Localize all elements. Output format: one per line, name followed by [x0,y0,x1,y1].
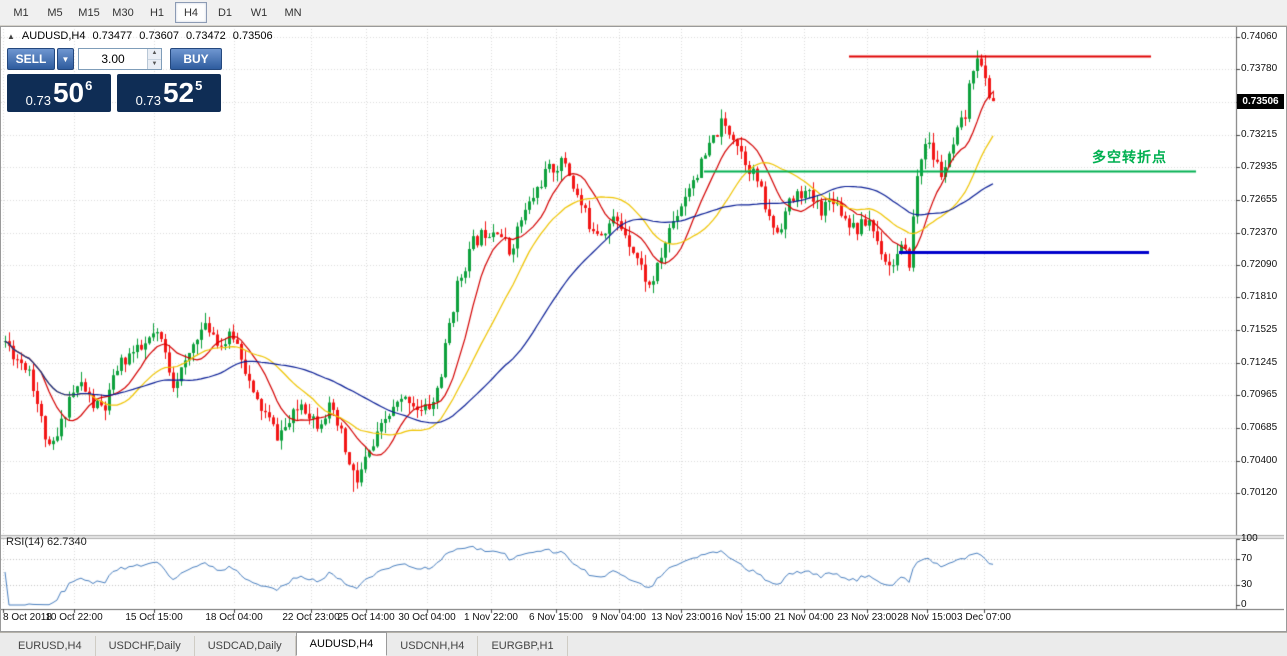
rsi-axis-label: 30 [1241,579,1253,591]
price-axis-label: 0.72370 [1241,226,1278,238]
chart-tab-usdcad-daily[interactable]: USDCAD,Daily [195,636,296,656]
price-axis-label: 0.70400 [1241,454,1278,466]
price-axis-label: 0.72935 [1241,161,1278,173]
timeframe-button-m15[interactable]: M15 [78,6,100,19]
price-axis-label: 0.72090 [1241,258,1278,270]
time-axis-label: 30 Oct 04:00 [398,612,456,623]
timeframe-button-d1[interactable]: D1 [217,6,233,19]
turning-point-label: 多空转折点 [1092,149,1167,165]
volume-field: ▲ ▼ [78,48,162,70]
sell-price-prefix: 0.73 [25,93,51,108]
chart-tab-usdchf-daily[interactable]: USDCHF,Daily [96,636,195,656]
volume-stepper: ▲ ▼ [147,49,161,69]
spin-down-icon[interactable]: ▼ [148,59,161,69]
chart-tab-eurgbp-h1[interactable]: EURGBP,H1 [478,636,568,656]
time-axis-label: 15 Oct 15:00 [125,612,183,623]
time-axis-label: 16 Nov 15:00 [711,612,771,623]
volume-input[interactable] [79,49,147,69]
time-axis-label: 8 Oct 2018 [3,612,52,623]
time-axis-label: 28 Nov 15:00 [897,612,957,623]
price-axis-label: 0.71810 [1241,291,1278,303]
price-axis-label: 0.70965 [1241,389,1278,401]
price-axis-label: 0.70120 [1241,486,1278,498]
buy-price-pip: 5 [195,78,203,93]
rsi-axis-label: 100 [1241,533,1258,544]
time-axis-label: 1 Nov 22:00 [464,612,518,623]
time-axis-label: 25 Oct 14:00 [337,612,395,623]
volume-dropdown-button[interactable]: ▼ [57,48,74,70]
chevron-down-icon: ▼ [61,54,70,64]
time-axis-label: 21 Nov 04:00 [774,612,834,623]
buy-price-panel[interactable]: 0.73 52 5 [117,74,221,112]
buy-price-prefix: 0.73 [135,93,161,108]
price-axis-label: 0.71525 [1241,324,1278,336]
time-axis-label: 9 Nov 04:00 [592,612,646,623]
timeframe-button-w1[interactable]: W1 [250,6,268,19]
ohlc-open: 0.73477 [92,30,133,42]
chart-tabs: EURUSD,H4 USDCHF,Daily USDCAD,Daily AUDUSD,… [0,632,1287,656]
time-axis-label: 10 Oct 22:00 [45,612,103,623]
price-axis-label: 0.71245 [1241,356,1278,368]
timeframe-button-m5[interactable]: M5 [47,6,63,19]
time-axis-label: 23 Nov 23:00 [837,612,897,623]
sell-price-big: 50 [52,77,85,108]
sell-price-panel[interactable]: 0.73 50 6 [7,74,111,112]
chart-window[interactable]: ▲ AUDUSD,H4 0.73477 0.73607 0.73472 0.73… [0,26,1287,632]
timeframe-toolbar: M1 M5 M15 M30 H1 H4 D1 W1 MN [0,0,1287,26]
symbol-info: ▲ AUDUSD,H4 0.73477 0.73607 0.73472 0.73… [7,30,273,42]
rsi-axis-label: 70 [1241,552,1253,564]
one-click-trading-panel: SELL ▼ ▲ ▼ BUY 0.73 50 6 [7,47,223,112]
buy-price-big: 52 [162,77,195,108]
rsi-axis-label: 0 [1241,599,1247,610]
chart-tab-audusd-h4[interactable]: AUDUSD,H4 [295,632,388,656]
time-axis-label: 13 Nov 23:00 [651,612,711,623]
chart-tab-usdcnh-h4[interactable]: USDCNH,H4 [387,636,479,656]
timeframe-button-mn[interactable]: MN [284,6,302,19]
price-axis-label: 0.73780 [1241,63,1278,75]
time-axis-label: 18 Oct 04:00 [205,612,263,623]
price-axis-label: 0.72655 [1241,193,1278,205]
ohlc-low: 0.73472 [186,30,226,42]
sell-button[interactable]: SELL [7,48,55,70]
timeframe-button-h1[interactable]: H1 [149,6,165,19]
ohlc-close: 0.73506 [232,30,273,42]
current-price-tag: 0.73506 [1237,94,1284,109]
price-axis-label: 0.74060 [1241,31,1278,42]
spin-up-icon[interactable]: ▲ [148,49,161,60]
time-axis-label: 3 Dec 07:00 [957,612,1011,623]
price-axis-label: 0.70685 [1241,421,1278,433]
timeframe-button-m30[interactable]: M30 [112,6,134,19]
sell-price-pip: 6 [85,78,93,93]
price-axis-label: 0.73215 [1241,128,1278,140]
buy-button[interactable]: BUY [170,48,222,70]
time-axis-label: 6 Nov 15:00 [529,612,583,623]
timeframe-button-m1[interactable]: M1 [13,6,29,19]
symbol-name: AUDUSD,H4 [21,30,86,42]
ohlc-high: 0.73607 [139,30,180,42]
chart-tab-eurusd-h4[interactable]: EURUSD,H4 [5,636,96,656]
rsi-indicator-label: RSI(14) 62.7340 [6,536,87,548]
timeframe-button-h4[interactable]: H4 [175,2,207,23]
one-click-toggle-icon[interactable]: ▲ [7,31,15,41]
price-chart-canvas[interactable] [1,27,1284,631]
time-axis-label: 22 Oct 23:00 [282,612,340,623]
